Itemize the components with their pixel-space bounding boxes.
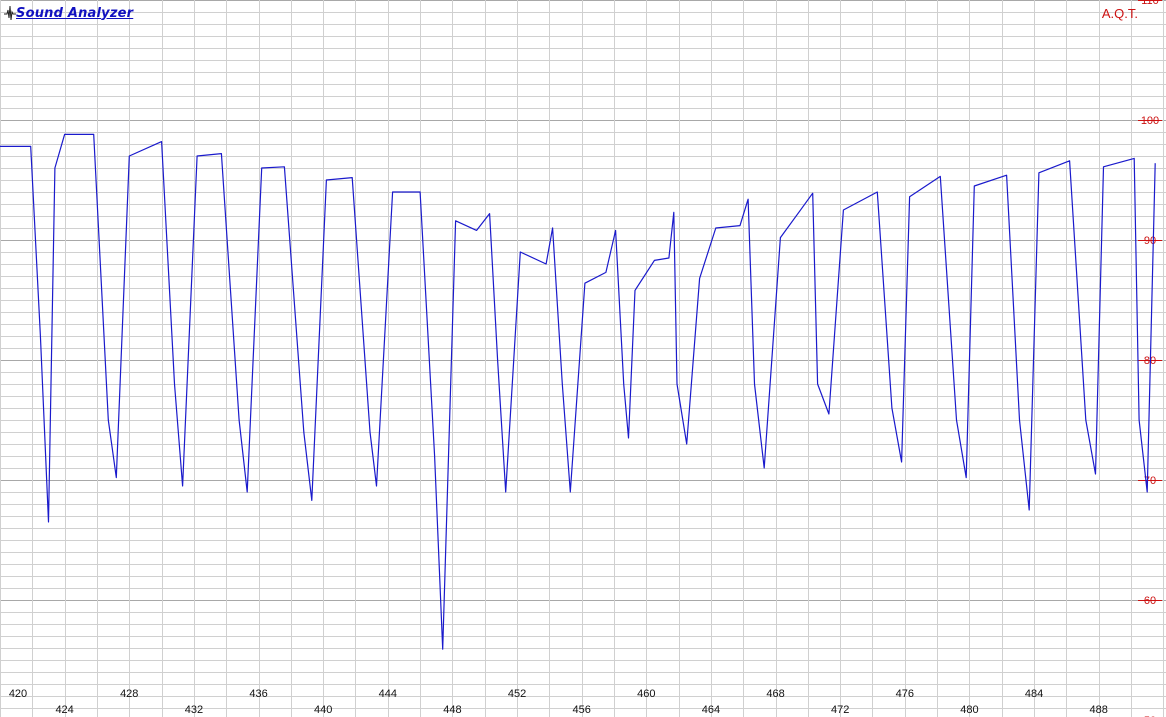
x-tick-label: 476 (896, 688, 914, 700)
app-title: Sound Analyzer (16, 5, 134, 21)
x-tick-label: 484 (1025, 688, 1043, 700)
waveform-icon (4, 5, 16, 21)
x-tick-label: 488 (1090, 704, 1108, 716)
x-tick-label: 436 (249, 688, 267, 700)
x-tick-label: 452 (508, 688, 526, 700)
unit-label: A.Q.T. (1101, 6, 1138, 21)
y-tick-label: 90 (1144, 235, 1156, 247)
x-tick-label: 460 (637, 688, 655, 700)
x-tick-label: 464 (702, 704, 720, 716)
x-tick-label: 432 (185, 704, 203, 716)
x-tick-label: 444 (379, 688, 397, 700)
x-tick-label: 468 (766, 688, 784, 700)
app-logo: Sound Analyzer (4, 3, 133, 23)
x-tick-label: 420 (9, 688, 27, 700)
x-tick-label: 480 (960, 704, 978, 716)
series-layer (0, 133, 1156, 650)
y-tick-label: 60 (1144, 595, 1156, 607)
x-axis-ticks: 420 428 436 444 452 460 468 476 484 424 432 440 448 4… (9, 688, 1108, 716)
y-tick-label: 100 (1141, 115, 1159, 127)
x-tick-label: 428 (120, 688, 138, 700)
x-tick-label: 472 (831, 704, 849, 716)
series-line (0, 133, 1156, 650)
y-axis-ticks: 6070809010011050 (1138, 0, 1162, 717)
x-tick-label: 448 (443, 704, 461, 716)
y-tick-label: 110 (1141, 0, 1159, 7)
y-tick-label: 50 (1144, 715, 1156, 717)
x-tick-label: 440 (314, 704, 332, 716)
x-tick-label: 424 (55, 704, 73, 716)
x-tick-label: 456 (572, 704, 590, 716)
